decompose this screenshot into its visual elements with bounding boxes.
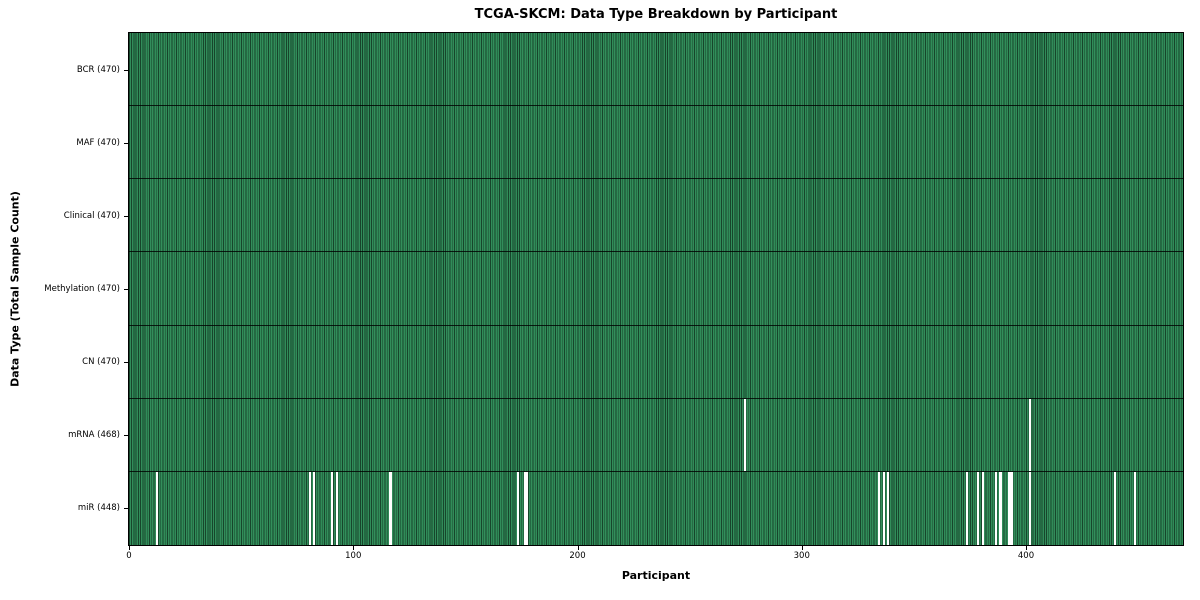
y-tick-label: Clinical (470) — [63, 210, 120, 221]
x-tick-mark — [129, 546, 130, 550]
absent-mark — [1010, 471, 1013, 545]
y-tick-mark — [124, 142, 128, 144]
y-tick-mark — [124, 508, 128, 510]
absent-mark — [335, 471, 338, 545]
absent-mark — [994, 471, 998, 545]
y-tick-label: Methylation (470) — [44, 284, 120, 294]
absent-mark — [878, 471, 881, 545]
absent-mark — [887, 471, 890, 545]
heatmap-row-cn — [129, 325, 1183, 399]
heatmap-row-mir — [129, 471, 1183, 545]
heatmap-row-methylation — [129, 252, 1183, 326]
absent-mark — [331, 471, 334, 545]
x-tick-label: 400 — [1017, 551, 1035, 561]
absent-mark — [308, 471, 311, 545]
absent-mark — [965, 471, 968, 545]
x-tick-mark — [1026, 546, 1028, 550]
heatmap-row-maf — [129, 106, 1183, 180]
x-tick-label: 0 — [126, 551, 132, 561]
heatmap-row-mrna — [129, 398, 1183, 472]
y-tick-mark — [124, 435, 128, 437]
absent-mark — [981, 471, 984, 545]
absent-mark — [313, 471, 316, 545]
y-tick-label: miR (448) — [77, 503, 120, 514]
x-axis-label: Participant — [621, 569, 691, 582]
absent-mark — [517, 471, 520, 545]
x-tick-label: 100 — [345, 551, 362, 561]
x-tick-mark — [577, 546, 579, 550]
absent-mark — [524, 471, 527, 545]
absent-mark — [977, 471, 980, 545]
absent-mark — [389, 471, 392, 545]
absent-mark — [1113, 471, 1116, 545]
x-tick-mark — [353, 546, 355, 550]
absent-mark — [156, 471, 159, 545]
x-tick-label: 200 — [569, 551, 586, 561]
chart-title: TCGA-SKCM: Data Type Breakdown by Partic… — [474, 7, 838, 22]
y-tick-label: MAF (470) — [76, 137, 120, 148]
heatmap-row-clinical — [129, 179, 1183, 253]
absent-mark — [999, 471, 1002, 545]
absent-mark — [1008, 471, 1011, 545]
heatmap-row-bcr — [129, 33, 1183, 107]
absent-mark — [1028, 471, 1031, 545]
y-tick-label: CN (470) — [82, 357, 120, 368]
plot-area: PresentAbsent — [128, 32, 1184, 546]
x-tick-mark — [801, 546, 803, 550]
y-tick-label: BCR (470) — [76, 64, 120, 75]
absent-mark — [526, 471, 529, 545]
y-tick-mark — [124, 69, 128, 71]
y-tick-label: mRNA (468) — [68, 430, 120, 441]
absent-mark — [882, 471, 885, 545]
absent-mark — [743, 398, 746, 471]
y-tick-mark — [124, 362, 128, 364]
y-tick-mark — [124, 215, 128, 217]
absent-mark — [1028, 398, 1031, 471]
absent-mark — [1134, 471, 1137, 545]
x-tick-label: 300 — [793, 551, 810, 561]
y-tick-mark — [124, 289, 128, 290]
